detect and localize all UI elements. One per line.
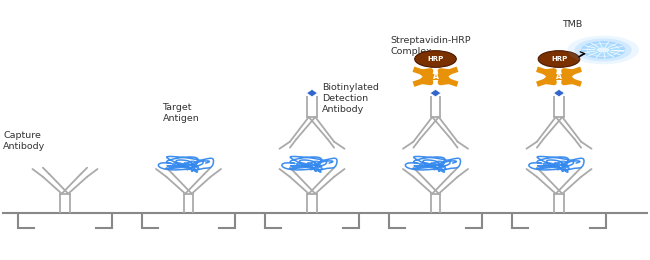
Text: Target
Antigen: Target Antigen bbox=[162, 103, 200, 123]
Text: HRP: HRP bbox=[428, 56, 443, 62]
Text: Streptavidin-HRP
Complex: Streptavidin-HRP Complex bbox=[390, 36, 471, 56]
Text: HRP: HRP bbox=[551, 56, 567, 62]
Circle shape bbox=[575, 38, 632, 61]
Polygon shape bbox=[307, 89, 317, 97]
FancyBboxPatch shape bbox=[426, 74, 445, 80]
Circle shape bbox=[587, 43, 619, 56]
Text: A: A bbox=[432, 72, 439, 81]
Circle shape bbox=[597, 47, 610, 53]
Text: Capture
Antibody: Capture Antibody bbox=[3, 131, 46, 151]
Text: TMB: TMB bbox=[562, 20, 582, 29]
Circle shape bbox=[538, 51, 580, 67]
FancyBboxPatch shape bbox=[550, 74, 568, 80]
Polygon shape bbox=[554, 89, 564, 97]
Circle shape bbox=[415, 51, 456, 67]
Polygon shape bbox=[430, 89, 441, 97]
Circle shape bbox=[581, 41, 625, 59]
Circle shape bbox=[567, 36, 639, 64]
Text: Biotinylated
Detection
Antibody: Biotinylated Detection Antibody bbox=[322, 83, 378, 114]
Text: A: A bbox=[556, 72, 562, 81]
